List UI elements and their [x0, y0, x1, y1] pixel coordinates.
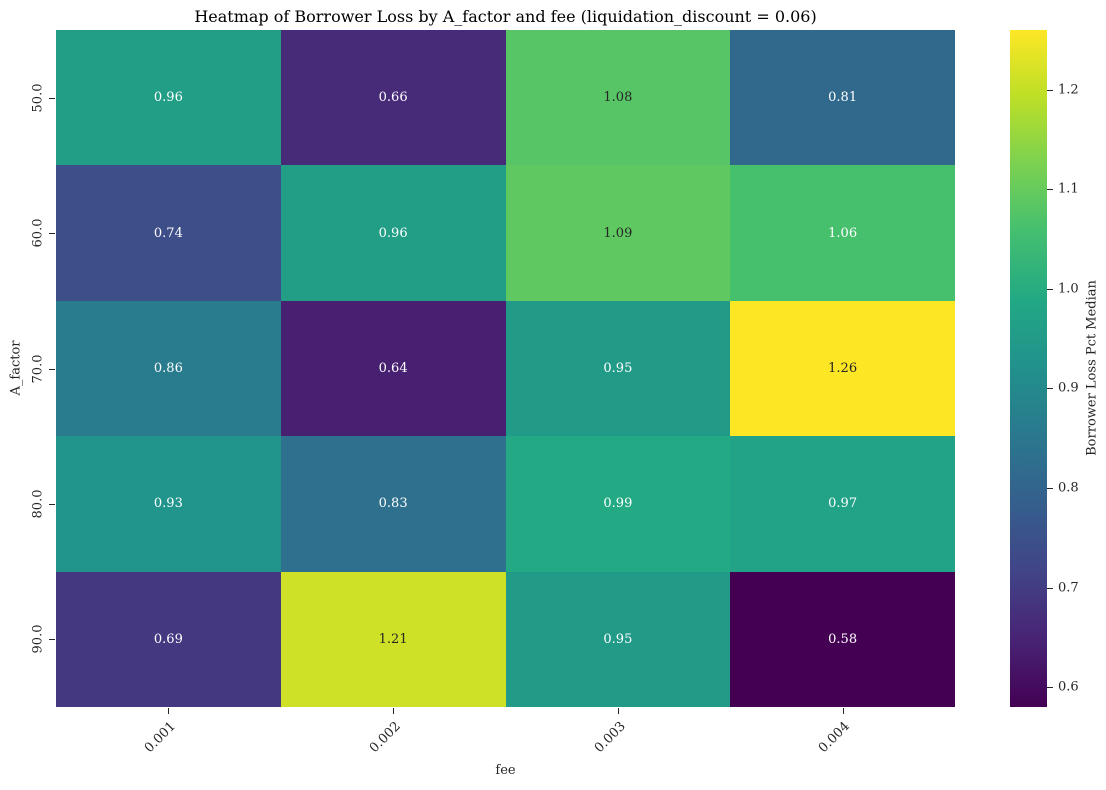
- cell-annotation: 0.83: [378, 496, 408, 512]
- x-tick-mark: [842, 708, 844, 714]
- y-tick-mark: [49, 368, 55, 370]
- cell-annotation: 0.97: [828, 496, 858, 512]
- colorbar-tick-label: 1.1: [1058, 181, 1079, 197]
- chart-title: Heatmap of Borrower Loss by A_factor and…: [194, 7, 817, 26]
- cell-annotation: 1.21: [378, 631, 408, 647]
- heatmap-cell: 1.06: [730, 165, 955, 301]
- y-tick-mark: [49, 639, 55, 641]
- heatmap-cell: 1.09: [505, 165, 731, 301]
- colorbar-tick-mark: [1047, 487, 1053, 489]
- cell-annotation: 0.69: [153, 631, 183, 647]
- x-tick-mark: [168, 708, 170, 714]
- heatmap-plot-area: 0.96 0.66 1.08 0.81 0.74 0.96 1.09 1.06 0.86 0.64…: [56, 30, 955, 707]
- colorbar-tick-label: 0.7: [1058, 580, 1079, 596]
- heatmap-cell: 0.66: [280, 30, 506, 166]
- cell-annotation: 1.08: [603, 90, 633, 106]
- cell-annotation: 0.86: [153, 360, 183, 376]
- colorbar: [1010, 30, 1047, 707]
- y-tick-mark: [49, 233, 55, 235]
- heatmap-cell: 0.95: [505, 300, 731, 437]
- x-tick-mark: [617, 708, 619, 714]
- colorbar-tick-label: 1.2: [1058, 82, 1079, 98]
- heatmap-cell: 0.81: [730, 30, 955, 166]
- cell-annotation: 0.74: [153, 225, 183, 241]
- colorbar-tick-mark: [1047, 587, 1053, 589]
- y-tick-label: 60.0: [30, 218, 46, 248]
- heatmap-cell: 0.96: [56, 30, 281, 166]
- cell-annotation: 0.99: [603, 496, 633, 512]
- cell-annotation: 1.06: [828, 225, 858, 241]
- colorbar-tick-mark: [1047, 388, 1053, 390]
- cell-annotation: 1.09: [603, 225, 633, 241]
- y-tick-mark: [49, 97, 55, 99]
- x-tick-label: 0.002: [366, 719, 404, 756]
- x-tick-label: 0.004: [816, 719, 854, 756]
- y-tick-label: 90.0: [30, 624, 46, 654]
- colorbar-tick-label: 1.0: [1058, 281, 1079, 297]
- cell-annotation: 1.26: [828, 360, 858, 376]
- heatmap-cell: 0.97: [730, 436, 955, 572]
- heatmap-cell: 0.86: [56, 300, 281, 437]
- heatmap-cell: 0.69: [56, 571, 281, 707]
- x-axis-label: fee: [495, 763, 516, 778]
- heatmap-cell: 1.08: [505, 30, 731, 166]
- cell-annotation: 0.58: [828, 631, 858, 647]
- cell-annotation: 0.81: [828, 90, 858, 106]
- cell-annotation: 0.96: [378, 225, 408, 241]
- y-tick-label: 80.0: [30, 489, 46, 519]
- cell-annotation: 0.96: [153, 90, 183, 106]
- y-tick-label: 70.0: [30, 354, 46, 383]
- colorbar-tick-mark: [1047, 288, 1053, 290]
- heatmap-cell: 0.95: [505, 571, 731, 707]
- heatmap-cell: 0.83: [280, 436, 506, 572]
- y-axis-label: A_factor: [8, 340, 24, 396]
- cell-annotation: 0.93: [153, 496, 183, 512]
- colorbar-tick-mark: [1047, 189, 1053, 191]
- colorbar-tick-label: 0.9: [1058, 380, 1079, 396]
- cell-annotation: 0.66: [378, 90, 408, 106]
- heatmap-cell: 0.96: [280, 165, 506, 301]
- heatmap-cell: 1.26: [730, 300, 955, 437]
- colorbar-label: Borrower Loss Pct Median: [1084, 280, 1100, 456]
- heatmap-cell: 0.93: [56, 436, 281, 572]
- heatmap-cell: 0.64: [280, 300, 506, 437]
- colorbar-tick-label: 0.6: [1058, 679, 1079, 695]
- cell-annotation: 0.95: [603, 360, 633, 376]
- heatmap-cell: 0.58: [730, 571, 955, 707]
- colorbar-tick-mark: [1047, 89, 1053, 91]
- colorbar-tick-mark: [1047, 687, 1053, 689]
- cell-annotation: 0.64: [378, 360, 408, 376]
- heatmap-cell: 0.74: [56, 165, 281, 301]
- cell-annotation: 0.95: [603, 631, 633, 647]
- y-tick-mark: [49, 503, 55, 505]
- y-tick-label: 50.0: [30, 83, 46, 113]
- heatmap-cell: 1.21: [280, 571, 506, 707]
- heatmap-cell: 0.99: [505, 436, 731, 572]
- colorbar-tick-label: 0.8: [1058, 480, 1079, 496]
- x-tick-label: 0.001: [142, 719, 179, 756]
- x-tick-mark: [393, 708, 395, 714]
- x-tick-label: 0.003: [591, 719, 629, 756]
